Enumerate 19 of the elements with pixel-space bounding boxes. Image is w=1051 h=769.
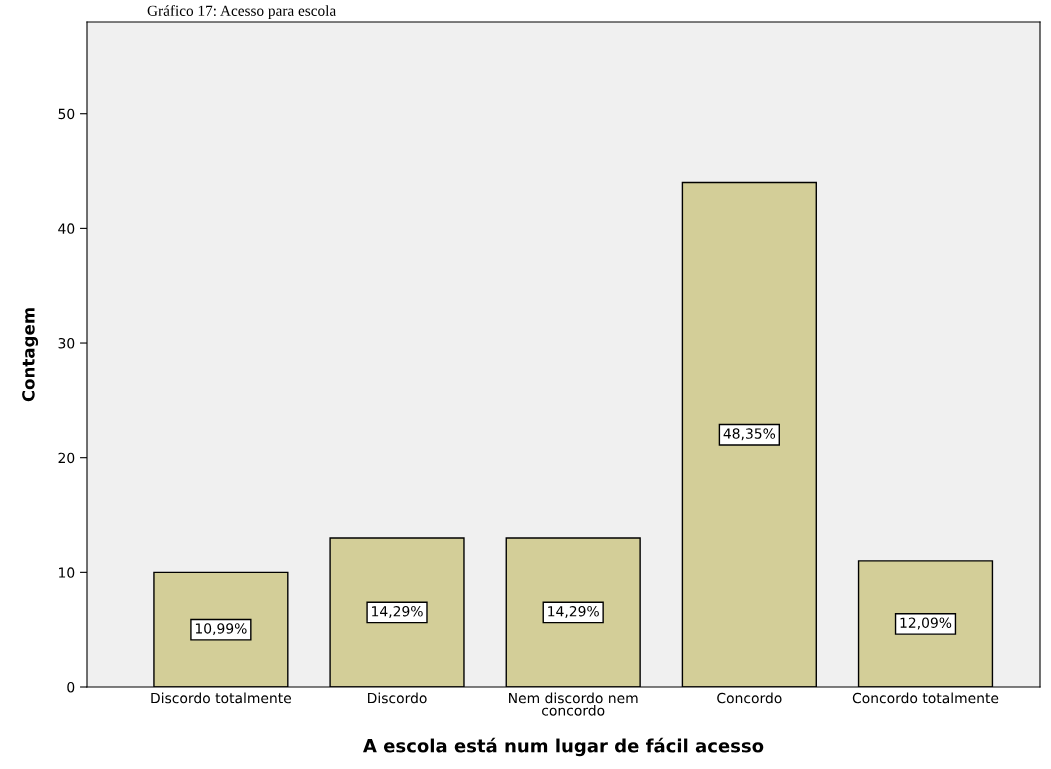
annotation: 12,09%: [900, 617, 952, 630]
y-tick-label: 0: [67, 681, 75, 693]
y-tick-label: 20: [58, 452, 75, 464]
annotation: 14,29%: [372, 606, 423, 618]
chart-title: Gráfico 17: Acesso para escola: [147, 4, 336, 20]
annotation: 14,29%: [548, 606, 599, 618]
y-axis-title: Contagem: [22, 308, 39, 402]
y-tick-label: 50: [58, 108, 75, 120]
x-tick-label: Concordo: [717, 692, 782, 704]
x-tick-label: Discordo: [368, 692, 427, 704]
x-tick-label: Concordo totalmente: [852, 692, 999, 704]
annotation: 48,35%: [723, 428, 776, 441]
y-tick-label: 40: [58, 223, 75, 234]
annotation: 10,99%: [195, 623, 247, 636]
x-tick-label: Nem discordo nem concordo: [509, 692, 638, 716]
y-tick-label: 10: [59, 567, 75, 578]
x-axis-title: A escola está num lugar de fácil acesso: [363, 737, 764, 757]
x-tick-label: Discordo totalmente: [151, 692, 292, 704]
y-tick-label: 30: [58, 338, 75, 349]
